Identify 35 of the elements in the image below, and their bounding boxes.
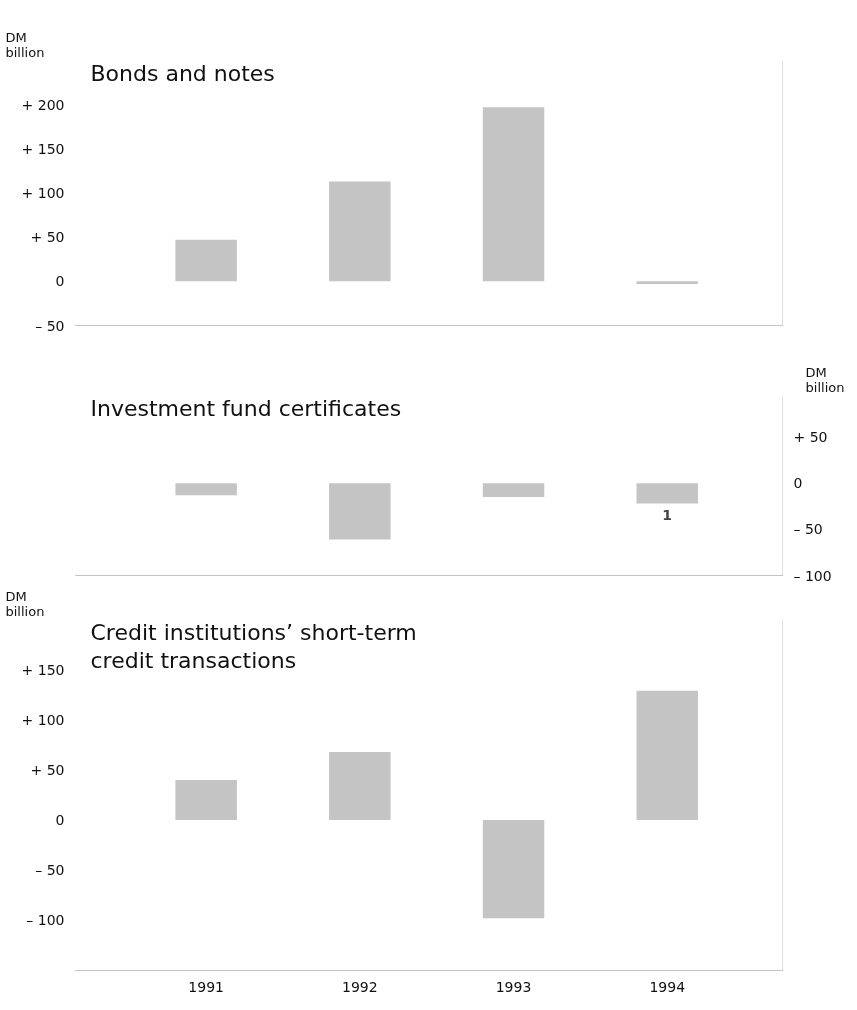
chart-title: Investment fund certificates	[90, 395, 402, 421]
y-tick-label: + 50	[30, 229, 65, 246]
y-tick-label: + 50	[30, 761, 65, 778]
y-tick-label: + 150	[21, 140, 65, 157]
x-tick-label: 1992	[342, 978, 378, 995]
bar	[482, 107, 545, 282]
text: Credit institutions’ short-term credit transactions	[90, 619, 417, 674]
y2-tick-label: – 50	[793, 521, 823, 538]
y2-axis-title: DM billion	[805, 364, 845, 395]
bar	[175, 239, 237, 282]
bar	[329, 751, 391, 821]
y2-tick-label: + 50	[793, 429, 828, 446]
chart-title: Bonds and notes	[90, 60, 275, 86]
y-tick-label: + 100	[21, 185, 65, 201]
bar	[175, 779, 237, 821]
y-tick-label: 0	[55, 273, 65, 290]
y-tick-label: + 100	[21, 711, 65, 728]
y-tick-label: – 100	[26, 912, 65, 929]
y-tick-label: + 200	[21, 96, 65, 113]
x-tick-label: 1993	[495, 978, 532, 995]
y-axis-title: DM billion	[5, 29, 45, 60]
y-tick-label: – 50	[35, 317, 65, 334]
y-tick-label: + 150	[21, 661, 65, 678]
bar	[636, 281, 698, 284]
y-tick-label: – 50	[35, 862, 65, 879]
annotation: 1	[662, 506, 673, 523]
bar	[482, 820, 545, 919]
x-tick-label: 1991	[188, 978, 224, 995]
y-tick-label: 0	[55, 812, 65, 829]
x-tick-label: 1994	[649, 978, 686, 995]
y2-tick-label: 0	[793, 475, 803, 492]
bar	[329, 181, 391, 282]
y-axis-title: DM billion	[5, 588, 45, 619]
bar	[636, 690, 698, 821]
y2-tick-label: – 100	[793, 567, 832, 584]
